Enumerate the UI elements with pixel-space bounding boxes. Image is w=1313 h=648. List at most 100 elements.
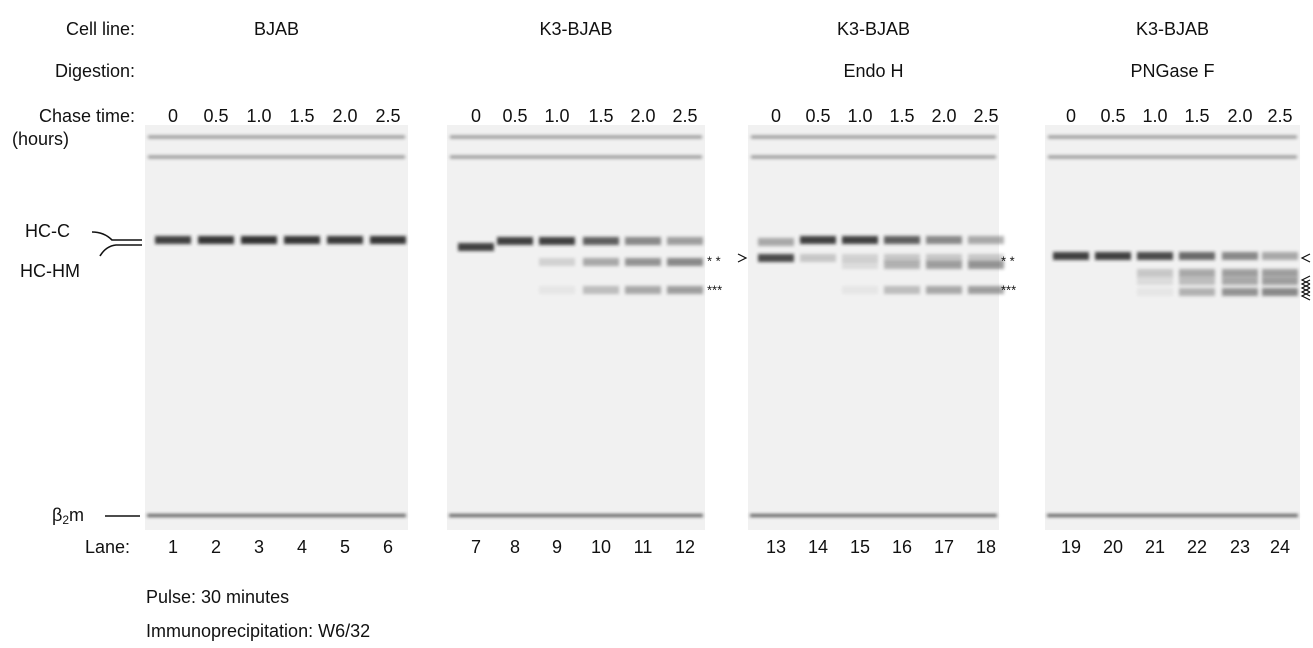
band (968, 236, 1004, 244)
label-part: m (69, 505, 84, 525)
label-part: β (52, 505, 62, 525)
chase-time: 1.5 (289, 106, 314, 126)
band-pointer (91, 231, 142, 257)
band (758, 238, 794, 246)
band (1179, 277, 1215, 285)
band (884, 236, 920, 244)
chase-time: 0.5 (203, 106, 228, 126)
gel (145, 125, 408, 530)
band (884, 254, 920, 262)
band (884, 261, 920, 269)
cell-line: K3-BJAB (539, 19, 612, 39)
chase-time: 2.0 (931, 106, 956, 126)
band (539, 237, 575, 245)
lane-number: 16 (892, 537, 912, 557)
band (1048, 155, 1297, 159)
digestion: PNGase F (1130, 61, 1214, 81)
chase-time: 0 (471, 106, 481, 126)
lane-number: 23 (1230, 537, 1250, 557)
lane-number: 15 (850, 537, 870, 557)
band (449, 514, 703, 517)
arrowhead (1300, 287, 1311, 297)
band (1048, 135, 1297, 139)
band (667, 286, 703, 294)
gels (145, 125, 1300, 530)
lane-number: 9 (552, 537, 562, 557)
row-label: Cell line: (66, 19, 135, 39)
row-label: Lane: (85, 537, 130, 557)
band (667, 258, 703, 266)
band (1262, 277, 1298, 285)
band (667, 237, 703, 245)
band (842, 254, 878, 262)
band (198, 236, 234, 244)
label-part: 2 (62, 513, 69, 527)
chase-time: 0.5 (1100, 106, 1125, 126)
chase-time: 2.5 (375, 106, 400, 126)
band-marker: *** (1001, 282, 1016, 297)
chase-time: 1.5 (588, 106, 613, 126)
arrowhead (1300, 291, 1311, 301)
band-marker: * * (1001, 253, 1015, 268)
band (450, 155, 702, 159)
band (1262, 269, 1298, 277)
band (497, 237, 533, 245)
chase-time: 0 (1066, 106, 1076, 126)
arrowhead (1300, 283, 1311, 293)
lane-number: 12 (675, 537, 695, 557)
band (1053, 252, 1089, 260)
lane-number: 4 (297, 537, 307, 557)
band (148, 135, 405, 139)
chase-time: 1.0 (1142, 106, 1167, 126)
band (750, 514, 997, 517)
band (1222, 269, 1258, 277)
band (1222, 288, 1258, 296)
lane-number: 14 (808, 537, 828, 557)
cell-line: K3-BJAB (1136, 19, 1209, 39)
lane-number: 8 (510, 537, 520, 557)
band (800, 236, 836, 244)
gel (1045, 125, 1300, 530)
lane-number: 11 (634, 537, 653, 557)
band (450, 135, 702, 139)
band-label: HC-C (25, 221, 70, 241)
lane-number: 5 (340, 537, 350, 557)
chase-time: 1.0 (847, 106, 872, 126)
chase-time: 2.0 (1227, 106, 1252, 126)
band (968, 261, 1004, 269)
band (583, 258, 619, 266)
band (1222, 277, 1258, 285)
band (327, 236, 363, 244)
band (926, 261, 962, 269)
arrowhead (1300, 275, 1311, 285)
gel (748, 125, 999, 530)
footer-text: Immunoprecipitation: W6/32 (146, 621, 370, 641)
lane-number: 17 (934, 537, 954, 557)
row-label: (hours) (12, 129, 69, 149)
band (241, 236, 277, 244)
chase-time: 1.0 (544, 106, 569, 126)
lane-number: 1 (168, 537, 178, 557)
band (884, 286, 920, 294)
band-marker: * * (707, 253, 721, 268)
band (583, 286, 619, 294)
chase-time: 2.0 (630, 106, 655, 126)
lane-number: 20 (1103, 537, 1123, 557)
band (284, 236, 320, 244)
lane-number: 24 (1270, 537, 1290, 557)
chase-time: 0 (168, 106, 178, 126)
band (1137, 277, 1173, 285)
band (800, 254, 836, 262)
cell-line: BJAB (254, 19, 299, 39)
lane-number: 21 (1145, 537, 1165, 557)
band (1095, 252, 1131, 260)
lane-number: 6 (383, 537, 393, 557)
arrowhead (1300, 253, 1311, 263)
band (1137, 252, 1173, 260)
chase-time: 1.0 (246, 106, 271, 126)
band (625, 237, 661, 245)
band (968, 254, 1004, 262)
lane-number: 18 (976, 537, 996, 557)
band (1179, 288, 1215, 296)
